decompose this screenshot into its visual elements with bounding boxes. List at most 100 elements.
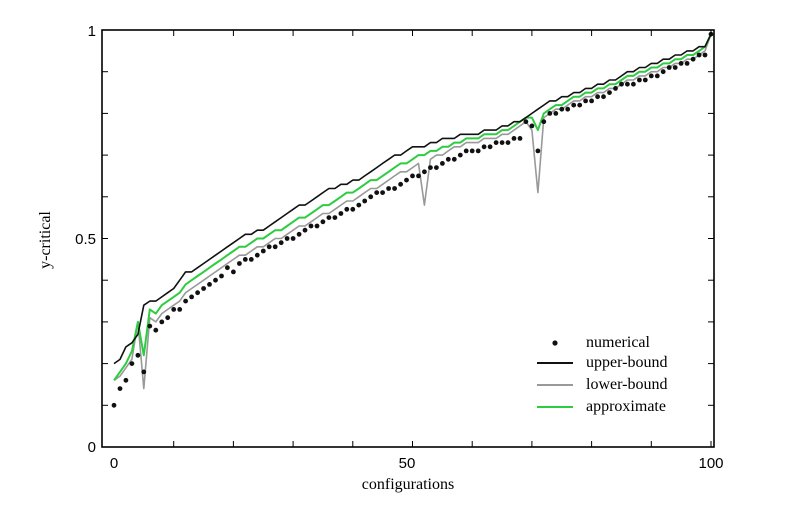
data-point-numerical — [487, 144, 493, 150]
data-point-numerical — [141, 369, 147, 375]
data-point-numerical — [272, 244, 278, 250]
data-point-numerical — [690, 56, 696, 62]
data-point-numerical — [654, 73, 660, 79]
data-point-numerical — [231, 269, 236, 275]
x-axis-title: configurations — [362, 476, 454, 493]
x-tick-label-100: 100 — [698, 455, 723, 472]
data-point-numerical — [183, 298, 189, 304]
data-point-numerical — [541, 119, 547, 125]
data-point-numerical — [529, 123, 535, 129]
data-point-numerical — [571, 102, 577, 108]
data-point-numerical — [481, 144, 487, 150]
data-point-numerical — [398, 181, 403, 187]
data-point-numerical — [195, 290, 201, 296]
data-point-numerical — [535, 148, 541, 154]
data-point-numerical — [248, 257, 254, 262]
series-line-upper-bound — [113, 33, 712, 365]
data-point-numerical — [111, 402, 117, 408]
data-point-numerical — [386, 186, 391, 191]
data-point-numerical — [440, 161, 445, 166]
data-point-numerical — [332, 215, 338, 221]
data-point-numerical — [696, 52, 702, 58]
x-tick-label-50: 50 — [399, 455, 416, 472]
data-point-numerical — [601, 94, 606, 100]
data-point-numerical — [356, 202, 362, 208]
y-tick-label-1: 1 — [88, 23, 96, 40]
data-point-numerical — [213, 277, 218, 283]
data-point-numerical — [237, 261, 242, 266]
legend-label-upper-bound: upper-bound — [586, 354, 667, 371]
data-point-numerical — [392, 186, 397, 191]
data-point-numerical — [159, 319, 165, 325]
data-point-numerical — [135, 352, 141, 358]
data-point-numerical — [648, 73, 654, 79]
data-point-numerical — [117, 386, 123, 391]
data-point-numerical — [296, 231, 302, 237]
series-line-lower-bound — [113, 33, 712, 390]
data-point-numerical — [278, 240, 284, 246]
legend-label-lower-bound: lower-bound — [586, 376, 667, 393]
data-point-numerical — [619, 81, 624, 87]
data-point-numerical — [451, 156, 457, 162]
data-point-numerical — [589, 98, 594, 104]
data-point-numerical — [702, 52, 708, 58]
data-point-numerical — [678, 61, 684, 66]
data-point-numerical — [338, 211, 344, 216]
data-point-numerical — [350, 206, 356, 212]
data-point-numerical — [457, 152, 463, 158]
data-point-numerical — [511, 136, 517, 141]
data-point-numerical — [660, 69, 666, 75]
data-point-numerical — [404, 177, 409, 183]
data-point-numerical — [123, 377, 129, 383]
data-point-numerical — [380, 190, 385, 196]
data-point-numerical — [153, 327, 159, 333]
data-point-numerical — [177, 307, 183, 312]
data-point-numerical — [559, 106, 565, 112]
data-point-numerical — [368, 194, 374, 200]
data-point-numerical — [631, 81, 636, 87]
data-point-numerical — [637, 77, 642, 83]
data-point-numerical — [493, 140, 499, 146]
data-point-numerical — [523, 119, 529, 125]
y-tick-label-0: 0 — [88, 439, 96, 456]
data-point-numerical — [607, 90, 612, 95]
data-point-numerical — [308, 223, 314, 229]
data-point-numerical — [428, 165, 433, 171]
data-point-numerical — [284, 236, 290, 241]
data-point-numerical — [165, 315, 171, 321]
data-point-numerical — [171, 307, 177, 312]
legend-marker-numerical — [552, 340, 558, 346]
data-point-numerical — [260, 248, 266, 254]
data-point-numerical — [613, 86, 618, 91]
data-point-numerical — [553, 111, 559, 116]
data-point-numerical — [129, 361, 135, 366]
data-point-numerical — [207, 282, 212, 287]
data-point-numerical — [201, 286, 207, 291]
data-point-numerical — [583, 98, 588, 104]
data-point-numerical — [422, 169, 427, 175]
data-point-numerical — [469, 148, 475, 154]
data-point-numerical — [225, 265, 230, 271]
data-point-numerical — [374, 190, 380, 196]
tick-marks — [102, 29, 714, 447]
data-point-numerical — [684, 61, 690, 66]
data-point-numerical — [290, 236, 296, 241]
data-point-numerical — [505, 140, 511, 146]
y-axis-title: y-critical — [37, 211, 54, 269]
data-point-numerical — [434, 165, 439, 171]
data-point-numerical — [499, 140, 505, 146]
data-point-numerical — [314, 223, 320, 229]
data-point-numerical — [595, 94, 600, 100]
data-point-numerical — [254, 252, 260, 258]
data-point-numerical — [344, 206, 350, 212]
data-point-numerical — [189, 294, 195, 300]
data-point-numerical — [642, 77, 648, 83]
data-point-numerical — [475, 148, 481, 154]
data-point-numerical — [565, 106, 571, 112]
data-point-numerical — [147, 323, 153, 329]
data-point-numerical — [625, 81, 630, 87]
plot-marks — [111, 31, 714, 408]
data-point-numerical — [463, 148, 469, 154]
data-point-numerical — [242, 257, 248, 262]
